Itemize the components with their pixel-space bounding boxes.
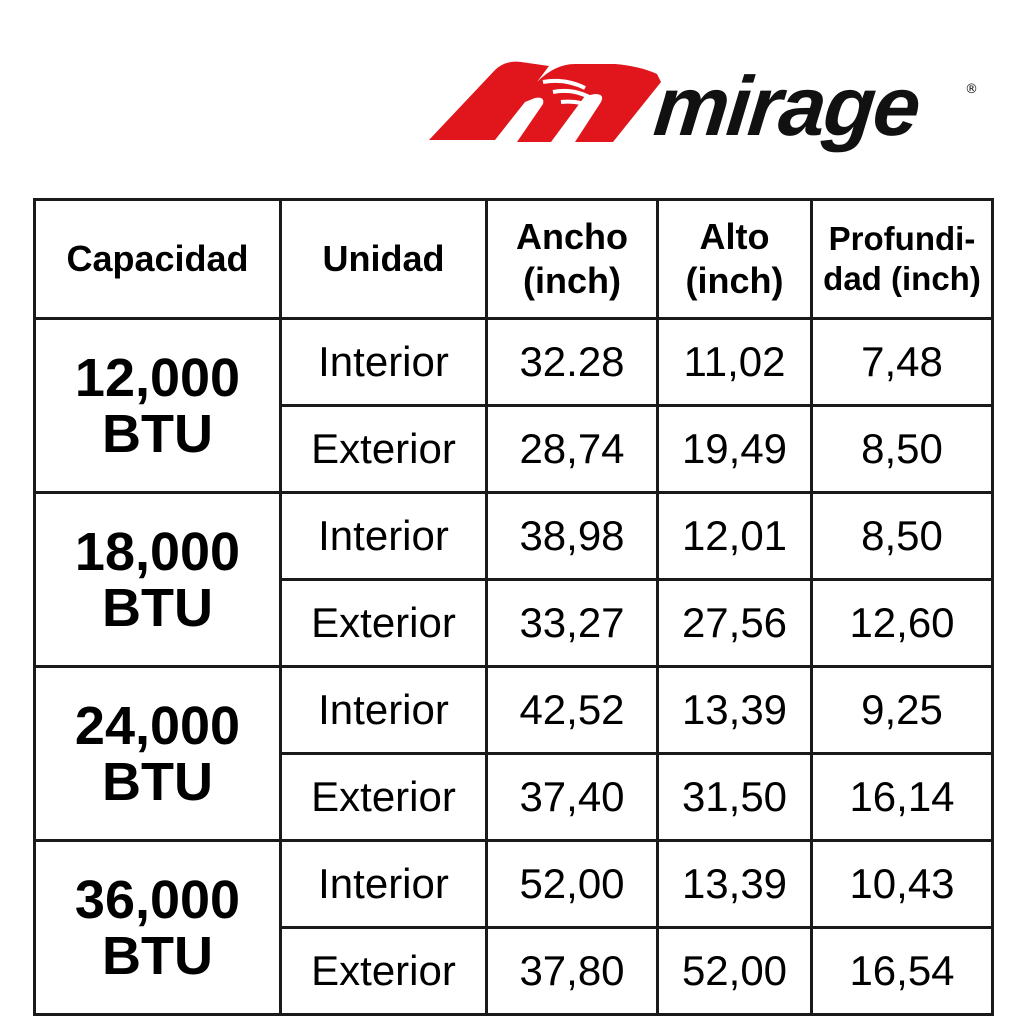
alto-cell: 13,39 [656,839,813,929]
ancho-cell: 52,00 [485,839,659,929]
table-row: 24,000 BTU Interior 42,52 13,39 9,25 [33,665,994,842]
capacity-unit: BTU [102,751,213,812]
brand-wordmark: mirage [650,59,924,153]
ancho-cell: 38,98 [485,491,659,581]
table-row: 36,000 BTU Interior 52,00 13,39 10,43 [33,839,994,1016]
unit-cell: Exterior [279,752,488,842]
table-row: 12,000 BTU Interior 32.28 11,02 7,48 [33,317,994,494]
alto-cell: 19,49 [656,404,813,494]
unit-cell: Interior [279,839,488,929]
header-profundidad: Profundi- dad (inch) [810,198,994,320]
capacity-cell: 12,000 BTU [33,317,282,494]
profundidad-cell: 16,14 [810,752,994,842]
alto-cell: 12,01 [656,491,813,581]
dimensions-table: Capacidad Unidad Ancho (inch) Alto (inch… [33,198,994,1016]
table-header-row: Capacidad Unidad Ancho (inch) Alto (inch… [33,198,994,320]
table-row: Exterior 28,74 19,49 8,50 [35,404,994,494]
capacity-cell: 24,000 BTU [33,665,282,842]
capacity-unit: BTU [102,925,213,986]
mirage-logo: mirage ® [425,52,1000,153]
header-alto-line1: Alto [699,216,770,257]
alto-cell: 27,56 [656,578,813,668]
unit-cell: Interior [279,317,488,407]
unit-cell: Exterior [279,404,488,494]
capacity-value: 36,000 [74,869,241,930]
profundidad-cell: 12,60 [810,578,994,668]
header-alto: Alto (inch) [656,198,813,320]
capacity-cell: 18,000 BTU [33,491,282,668]
capacity-value: 18,000 [74,521,241,582]
header-ancho-line1: Ancho [516,216,628,257]
header-profundidad-line1: Profundi- [828,220,976,257]
ancho-cell: 28,74 [485,404,659,494]
alto-cell: 11,02 [656,317,813,407]
table-row: 18,000 BTU Interior 38,98 12,01 8,50 [33,491,994,668]
header-ancho: Ancho (inch) [485,198,659,320]
header-alto-line2: (inch) [685,260,784,301]
alto-cell: 52,00 [656,926,813,1016]
mirage-m-logo-icon [429,61,661,142]
header-capacidad: Capacidad [33,198,282,320]
header-ancho-line2: (inch) [523,260,621,301]
table-row: Exterior 37,80 52,00 16,54 [35,926,994,1016]
unit-cell: Interior [279,665,488,755]
header-profundidad-line2: dad (inch) [823,260,981,297]
capacity-cell: 36,000 BTU [33,839,282,1016]
alto-cell: 31,50 [656,752,813,842]
header-unidad: Unidad [279,198,488,320]
profundidad-cell: 10,43 [810,839,994,929]
ancho-cell: 37,40 [485,752,659,842]
profundidad-cell: 9,25 [810,665,994,755]
unit-cell: Interior [279,491,488,581]
unit-cell: Exterior [279,578,488,668]
profundidad-cell: 8,50 [810,491,994,581]
table-row: Exterior 37,40 31,50 16,14 [35,752,994,842]
ancho-cell: 32.28 [485,317,659,407]
ancho-cell: 37,80 [485,926,659,1016]
capacity-unit: BTU [102,403,213,464]
ancho-cell: 42,52 [485,665,659,755]
capacity-unit: BTU [102,577,213,638]
profundidad-cell: 8,50 [810,404,994,494]
ancho-cell: 33,27 [485,578,659,668]
alto-cell: 13,39 [656,665,813,755]
capacity-value: 12,000 [74,347,241,408]
profundidad-cell: 7,48 [810,317,994,407]
profundidad-cell: 16,54 [810,926,994,1016]
capacity-value: 24,000 [74,695,241,756]
registered-mark: ® [965,82,978,97]
table-row: Exterior 33,27 27,56 12,60 [35,578,994,668]
unit-cell: Exterior [279,926,488,1016]
